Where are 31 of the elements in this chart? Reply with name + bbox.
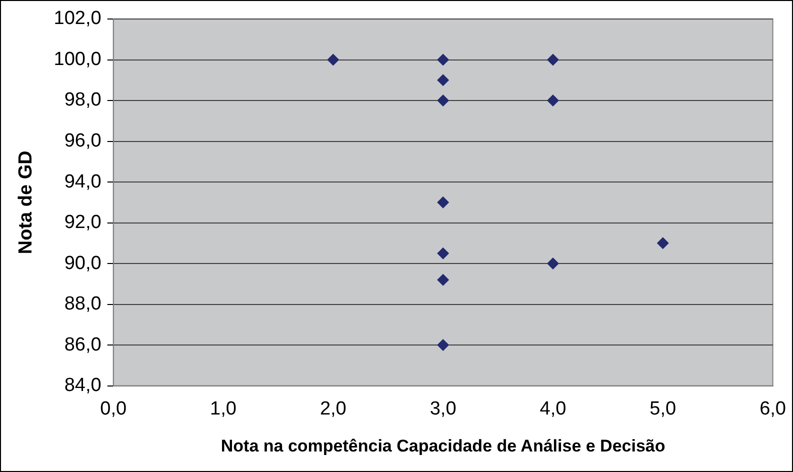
- x-tick-label: 6,0: [760, 398, 786, 420]
- point: [546, 258, 559, 270]
- point: [437, 54, 450, 66]
- point: [437, 339, 450, 352]
- x-tick-label: 2,0: [320, 398, 346, 420]
- y-tick-label: 102,0: [54, 8, 102, 30]
- x-tick-label: 5,0: [650, 398, 676, 420]
- point: [546, 54, 559, 66]
- point: [327, 54, 340, 66]
- y-axis-title: Nota de GD: [16, 150, 37, 254]
- y-tick-label: 98,0: [64, 90, 102, 111]
- point: [437, 74, 450, 86]
- x-axis-title: Nota na competência Capacidade de Análise e Decisão: [220, 436, 666, 456]
- x-tick-label: 3,0: [430, 398, 456, 420]
- point: [437, 247, 450, 260]
- x-tick-label: 4,0: [540, 398, 566, 420]
- point: [437, 196, 450, 208]
- point: [437, 94, 450, 107]
- y-tick-label: 94,0: [64, 171, 102, 192]
- x-tick-label: 1,0: [210, 398, 236, 420]
- y-tick-label: 90,0: [64, 252, 102, 274]
- y-tick-label: 88,0: [64, 294, 102, 315]
- y-tick-label: 96,0: [64, 130, 102, 152]
- y-tick-label: 100,0: [54, 48, 102, 70]
- y-tick-label: 84,0: [64, 375, 102, 396]
- point: [546, 94, 559, 107]
- point: [656, 237, 669, 250]
- point: [437, 274, 450, 286]
- y-tick-label: 86,0: [64, 334, 102, 356]
- y-tick-label: 92,0: [64, 212, 102, 234]
- x-tick-label: 0,0: [100, 398, 127, 420]
